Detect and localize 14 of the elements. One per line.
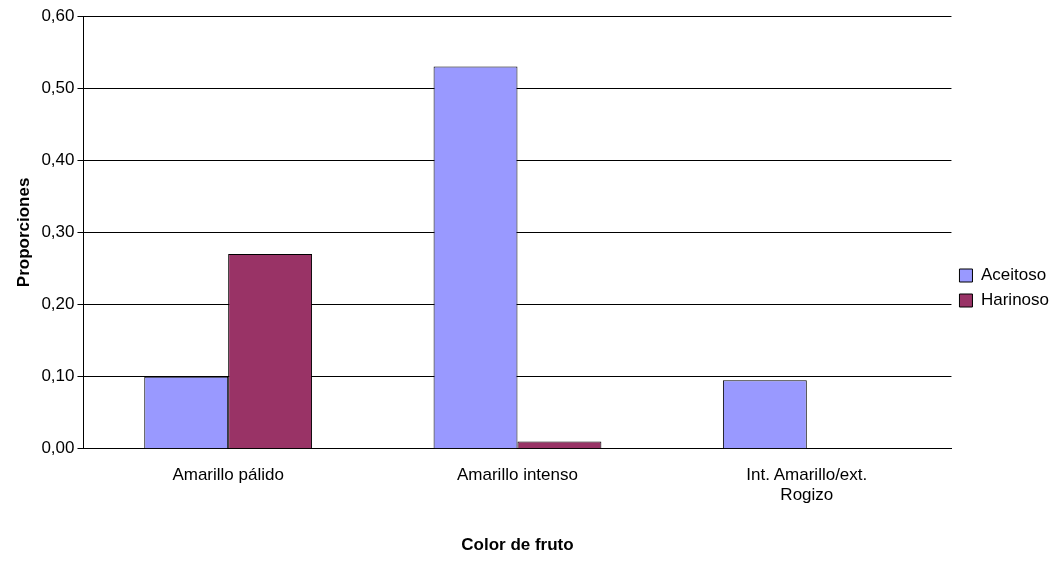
y-axis-title: Proporciones — [13, 177, 33, 288]
y-tick-label: 0,40 — [41, 149, 75, 169]
y-tick-label: 0,20 — [41, 294, 75, 314]
x-axis-title: Color de fruto — [461, 535, 574, 555]
x-tick-label: Amarillo intenso — [457, 464, 578, 484]
y-tick-label: 0,50 — [41, 77, 75, 97]
x-tick-label: Amarillo pálido — [172, 464, 284, 484]
x-tick-label: Int. Amarillo/ext. Rogizo — [746, 464, 868, 505]
y-tick-label: 0,00 — [41, 438, 75, 458]
y-tick-label: 0,60 — [41, 5, 75, 25]
y-tick-label: 0,10 — [41, 366, 75, 386]
y-tick-label: 0,30 — [41, 222, 75, 242]
legend-label: Aceitoso — [980, 265, 1047, 285]
legend-label: Harinoso — [980, 290, 1050, 310]
